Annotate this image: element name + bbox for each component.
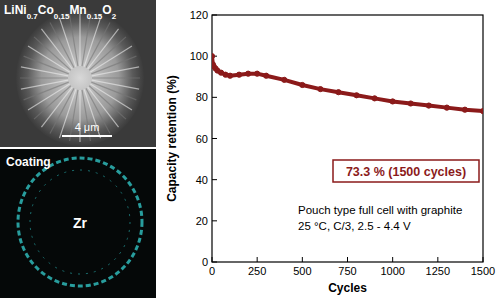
series-marker bbox=[264, 73, 269, 78]
x-tick bbox=[257, 257, 258, 262]
y-tick bbox=[212, 262, 217, 263]
y-tick-label: 20 bbox=[196, 215, 208, 227]
x-tick bbox=[302, 257, 303, 262]
x-axis-label: Cycles bbox=[328, 281, 367, 295]
plot-data bbox=[212, 54, 483, 114]
sem-label-part: Mn bbox=[69, 3, 86, 17]
scale-bar bbox=[62, 135, 112, 137]
sem-image bbox=[0, 0, 156, 147]
x-tick-label: 500 bbox=[293, 265, 311, 277]
sem-texture bbox=[70, 15, 78, 66]
sem-texture bbox=[90, 46, 132, 72]
sem-label-part: 0.7 bbox=[27, 12, 39, 21]
series-marker bbox=[336, 90, 341, 95]
series-marker bbox=[444, 105, 449, 110]
sem-label-part: LiNi bbox=[4, 3, 27, 17]
x-tick bbox=[437, 257, 438, 262]
sem-label-part: 0.15 bbox=[87, 12, 103, 21]
sem-texture bbox=[34, 37, 71, 70]
y-tick-label: 120 bbox=[190, 9, 208, 21]
sem-label-part: O bbox=[102, 3, 111, 17]
series-marker bbox=[282, 77, 287, 82]
x-tick-label: 1250 bbox=[426, 265, 450, 277]
sem-label-part: 0.15 bbox=[54, 12, 70, 21]
x-tick bbox=[392, 257, 393, 262]
sem-texture bbox=[92, 67, 139, 76]
annotation: 73.3 % (1500 cycles) bbox=[346, 165, 466, 179]
series-marker bbox=[227, 73, 232, 78]
sem-texture bbox=[50, 23, 74, 68]
series-marker bbox=[246, 71, 251, 76]
series-marker bbox=[462, 107, 467, 112]
y-tick bbox=[212, 15, 217, 16]
y-tick-label: 100 bbox=[190, 50, 208, 62]
sem-texture bbox=[88, 29, 119, 69]
series-marker bbox=[318, 87, 323, 92]
sem-texture bbox=[91, 82, 136, 100]
series-marker bbox=[212, 54, 215, 59]
x-tick-label: 1000 bbox=[380, 265, 404, 277]
map-label: Coating bbox=[6, 155, 51, 169]
sem-texture bbox=[84, 18, 100, 67]
y-tick-label: 60 bbox=[196, 133, 208, 145]
series-marker bbox=[480, 109, 483, 114]
x-tick-label: 1500 bbox=[471, 265, 495, 277]
sem-texture bbox=[79, 14, 80, 66]
plot-frame bbox=[212, 15, 483, 262]
sem-texture bbox=[92, 77, 140, 78]
series-marker bbox=[408, 101, 413, 106]
sem-texture bbox=[59, 89, 75, 138]
sem-texture bbox=[89, 86, 126, 119]
sem-texture bbox=[24, 56, 69, 74]
sem-texture bbox=[79, 90, 80, 142]
y-tick bbox=[212, 179, 217, 180]
sem-texture bbox=[41, 87, 72, 127]
x-tick-label: 750 bbox=[338, 265, 356, 277]
sem-label: LiNi0.7Co0.15Mn0.15O2 bbox=[4, 3, 117, 21]
y-tick-label: 0 bbox=[202, 256, 208, 268]
x-tick bbox=[483, 257, 484, 262]
eds-ring bbox=[18, 158, 142, 286]
x-tick-label: 0 bbox=[209, 265, 215, 277]
y-tick-label: 80 bbox=[196, 91, 208, 103]
x-tick-label: 250 bbox=[248, 265, 266, 277]
y-tick bbox=[212, 138, 217, 139]
series-marker bbox=[237, 72, 242, 77]
sem-label-part: 2 bbox=[112, 12, 117, 21]
sem-particle bbox=[16, 10, 144, 146]
x-tick bbox=[347, 257, 348, 262]
y-tick bbox=[212, 97, 217, 98]
y-tick bbox=[212, 220, 217, 221]
sem-texture bbox=[20, 77, 68, 78]
sem-texture bbox=[21, 80, 68, 89]
series-marker bbox=[426, 103, 431, 108]
series-marker bbox=[372, 96, 377, 101]
series-marker bbox=[300, 82, 305, 87]
annotation: 25 °C, C/3, 2.5 - 4.4 V bbox=[298, 220, 411, 232]
series-line bbox=[212, 56, 483, 111]
series-marker bbox=[390, 99, 395, 104]
sem-texture bbox=[82, 90, 90, 141]
series-marker bbox=[354, 93, 359, 98]
x-tick bbox=[212, 257, 213, 262]
y-tick-label: 40 bbox=[196, 174, 208, 186]
scale-bar-label: 4 μm bbox=[75, 121, 100, 133]
eds-map bbox=[0, 149, 156, 298]
y-axis-label: Capacity retention (%) bbox=[165, 75, 179, 202]
sem-label-part: Co bbox=[38, 3, 54, 17]
element-label: Zr bbox=[73, 215, 88, 231]
figure: LiNi0.7Co0.15Mn0.15O24 μmCoatingZr020406… bbox=[0, 0, 500, 298]
annotation: Pouch type full cell with graphite bbox=[298, 204, 462, 216]
series-marker bbox=[255, 71, 260, 76]
sem-texture bbox=[28, 84, 70, 110]
eds-speckle bbox=[30, 170, 130, 274]
annotation-box bbox=[333, 160, 479, 182]
